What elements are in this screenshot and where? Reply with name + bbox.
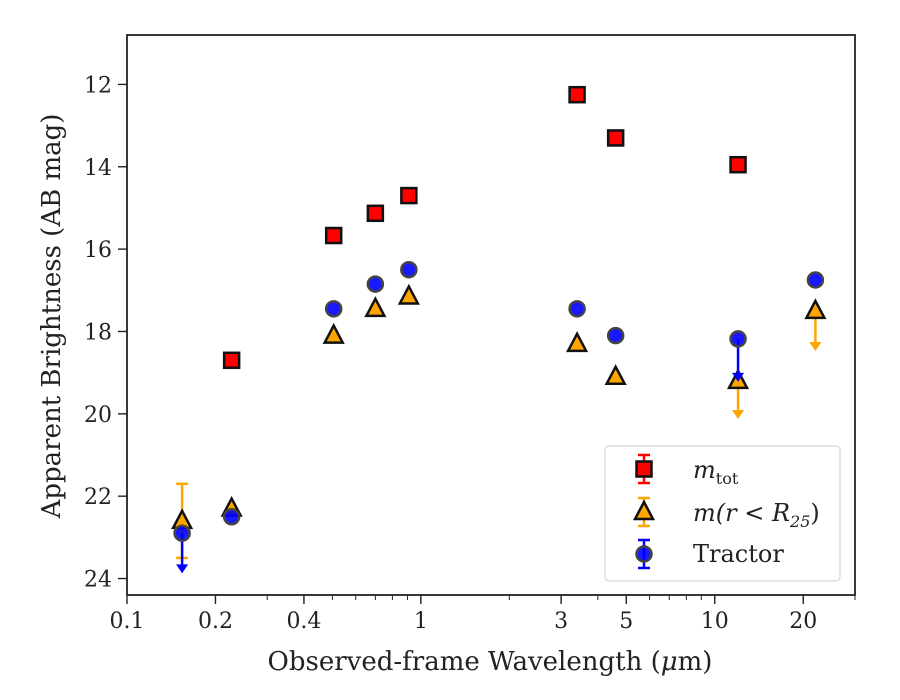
- y-tick-label: 16: [84, 238, 112, 263]
- x-tick-label: 3: [554, 609, 568, 634]
- legend-marker-triangle: [632, 499, 656, 521]
- x-tick-label: 0.4: [286, 609, 321, 634]
- data-point-square: [366, 204, 385, 223]
- data-point-square: [568, 85, 586, 104]
- legend-marker-square: [635, 460, 653, 478]
- limit-arrow-head: [732, 372, 745, 382]
- axes: 0.1 0.2 0.4 1 3 5 10 20 12 14 16 18 20 22 24: [84, 34, 856, 634]
- legend-label-tractor: Tractor: [693, 540, 784, 568]
- legend-marker-circle: [635, 545, 653, 563]
- data-point-triangle: [397, 283, 420, 305]
- y-tick-label: 18: [84, 320, 112, 345]
- plot-area: [171, 85, 827, 574]
- x-tick-label: 0.1: [110, 609, 145, 634]
- data-point-triangle: [604, 364, 627, 386]
- legend-box: [604, 445, 841, 582]
- data-point-circle: [324, 300, 343, 318]
- data-point-circle: [568, 300, 586, 318]
- y-tick-label: 24: [84, 568, 112, 593]
- x-tick-label: 5: [619, 609, 633, 634]
- data-point-circle: [729, 330, 747, 348]
- data-point-square: [222, 351, 241, 370]
- data-point-square: [729, 155, 747, 174]
- y-axis-title: Apparent Brightness (AB mag): [37, 114, 67, 520]
- x-tick-label: 1: [414, 609, 428, 634]
- data-point-circle: [366, 275, 385, 293]
- data-point-triangle: [364, 296, 387, 318]
- x-axis-title: Observed-frame Wavelength (μm): [268, 647, 713, 677]
- data-point-circle: [606, 326, 625, 345]
- data-point-circle: [400, 260, 418, 279]
- x-tick-label: 10: [701, 609, 729, 634]
- legend-label-mtot: mtot: [693, 456, 739, 488]
- legend: mtot m(r < R25) Tractor: [604, 445, 841, 582]
- limit-arrow-head: [176, 564, 189, 574]
- series-square: [222, 85, 747, 370]
- data-point-triangle: [566, 331, 589, 353]
- data-point-square: [400, 186, 418, 205]
- x-tick-label: 0.2: [198, 609, 233, 634]
- data-point-triangle: [804, 298, 827, 320]
- legend-label-mr25: m(r < R25): [693, 499, 820, 531]
- data-point-circle: [173, 524, 191, 542]
- y-tick-label: 20: [84, 403, 112, 428]
- data-point-circle: [222, 508, 241, 526]
- legend-markers: [632, 453, 656, 570]
- data-point-square: [606, 129, 625, 147]
- series-circle: [173, 260, 825, 574]
- x-tick-label: 20: [789, 609, 817, 634]
- limit-arrow-head: [809, 342, 822, 351]
- limit-arrow-head: [732, 409, 745, 419]
- plot-frame: [126, 34, 856, 596]
- y-tick-label: 22: [84, 485, 112, 510]
- y-tick-label: 14: [84, 156, 112, 181]
- data-point-square: [324, 226, 343, 245]
- data-point-triangle: [322, 322, 345, 344]
- data-point-circle: [806, 271, 825, 289]
- y-tick-label: 12: [84, 73, 112, 98]
